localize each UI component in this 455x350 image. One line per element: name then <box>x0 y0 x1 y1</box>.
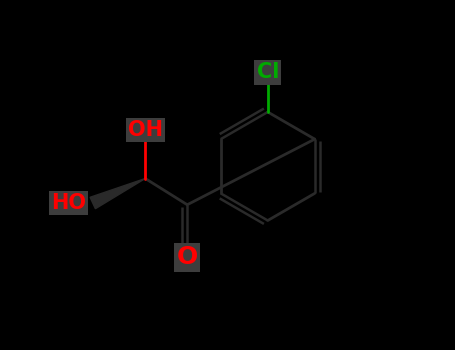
Text: Cl: Cl <box>257 62 279 83</box>
Text: O: O <box>177 245 198 269</box>
Text: HO: HO <box>51 193 86 213</box>
Text: OH: OH <box>128 120 163 140</box>
Polygon shape <box>90 178 145 209</box>
